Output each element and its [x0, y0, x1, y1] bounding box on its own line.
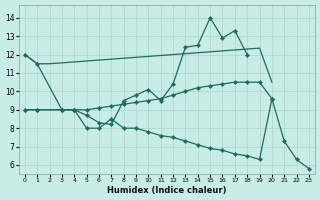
- X-axis label: Humidex (Indice chaleur): Humidex (Indice chaleur): [107, 186, 227, 195]
